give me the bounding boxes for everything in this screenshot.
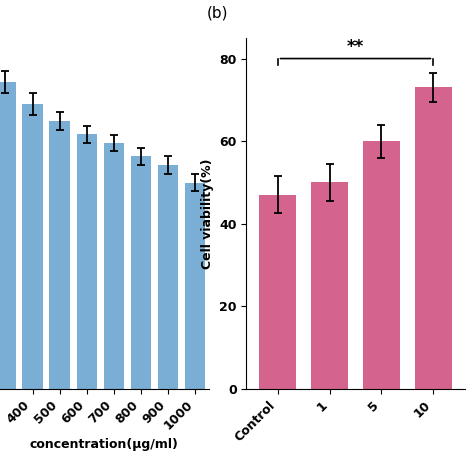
Bar xyxy=(185,182,205,389)
Bar xyxy=(363,141,400,389)
Bar xyxy=(415,87,452,389)
Bar xyxy=(22,104,43,389)
Text: **: ** xyxy=(347,38,364,56)
Bar xyxy=(131,156,151,389)
Y-axis label: Cell viability(%): Cell viability(%) xyxy=(201,158,214,269)
Bar xyxy=(259,195,296,389)
Bar xyxy=(76,135,97,389)
X-axis label: concentration(μg/ml): concentration(μg/ml) xyxy=(30,438,179,451)
Bar xyxy=(0,82,16,389)
Bar xyxy=(158,165,178,389)
Bar xyxy=(311,182,348,389)
Bar xyxy=(49,121,70,389)
Bar xyxy=(104,143,124,389)
Text: (b): (b) xyxy=(207,5,229,20)
